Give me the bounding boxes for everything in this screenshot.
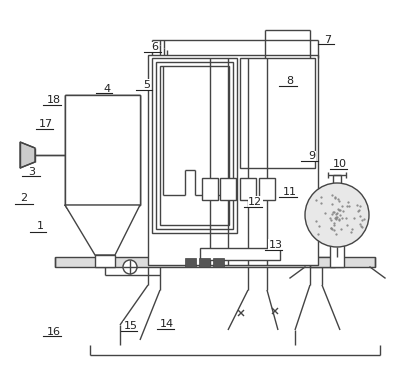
Polygon shape	[20, 142, 35, 168]
Polygon shape	[65, 205, 140, 240]
Bar	[198, 258, 209, 267]
Bar	[95, 255, 115, 267]
Text: 16: 16	[47, 327, 61, 337]
Text: 3: 3	[28, 167, 36, 176]
Text: 14: 14	[159, 319, 174, 329]
Text: 8: 8	[285, 76, 292, 86]
Text: 4: 4	[103, 84, 110, 93]
Bar	[184, 258, 196, 267]
Bar	[213, 258, 223, 267]
Text: 17: 17	[39, 120, 53, 129]
Bar	[160, 66, 229, 225]
Bar	[239, 58, 314, 168]
Bar	[201, 178, 217, 200]
Text: 5: 5	[143, 80, 150, 90]
Bar	[65, 95, 140, 205]
Text: 2: 2	[20, 193, 28, 203]
Bar	[156, 62, 233, 229]
Circle shape	[304, 183, 368, 247]
Text: 1: 1	[36, 221, 44, 231]
Bar	[258, 178, 274, 200]
Text: 7: 7	[323, 35, 330, 44]
Bar	[148, 55, 317, 265]
Polygon shape	[90, 240, 110, 257]
Bar	[65, 95, 140, 205]
Bar	[55, 257, 334, 267]
Text: 18: 18	[47, 95, 61, 105]
Bar	[219, 178, 235, 200]
Text: 9: 9	[307, 152, 314, 161]
Polygon shape	[65, 205, 140, 255]
Polygon shape	[65, 95, 140, 205]
Text: 10: 10	[332, 159, 346, 169]
Text: 6: 6	[151, 42, 158, 52]
Bar	[329, 245, 343, 267]
Circle shape	[123, 260, 137, 274]
Bar	[152, 58, 237, 233]
Text: 15: 15	[124, 321, 137, 331]
Text: 12: 12	[247, 197, 262, 207]
Polygon shape	[65, 205, 140, 240]
Text: 11: 11	[282, 187, 296, 197]
Bar	[239, 178, 255, 200]
Bar	[200, 248, 279, 260]
Bar	[309, 257, 374, 267]
Text: 13: 13	[268, 240, 282, 250]
Polygon shape	[65, 205, 140, 240]
